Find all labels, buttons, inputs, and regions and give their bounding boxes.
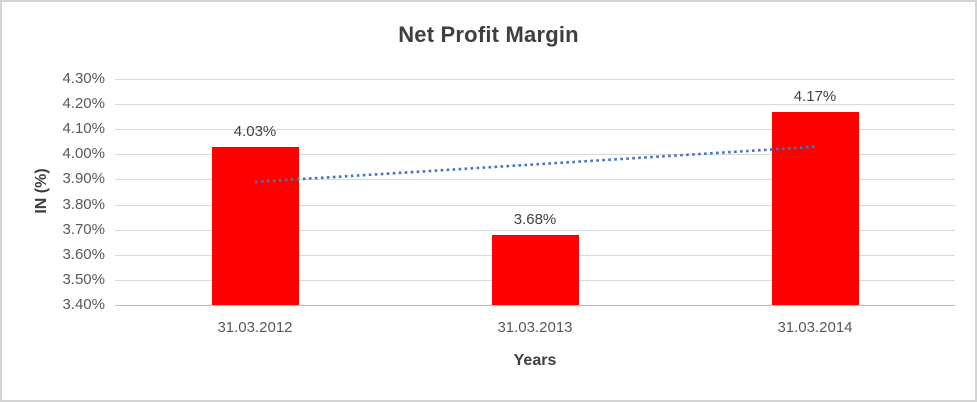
chart-bar xyxy=(212,147,299,305)
y-tick-label: 4.00% xyxy=(62,145,105,162)
x-category-label: 31.03.2013 xyxy=(497,319,573,336)
y-tick-label: 4.10% xyxy=(62,120,105,137)
data-label: 3.68% xyxy=(513,211,557,228)
y-tick-label: 3.40% xyxy=(62,296,105,313)
y-tick-label: 3.70% xyxy=(62,221,105,238)
y-axis-title: IN (%) xyxy=(33,168,50,214)
chart-title: Net Profit Margin xyxy=(398,22,579,47)
y-tick-label: 4.30% xyxy=(62,70,105,87)
trendline-path xyxy=(254,145,816,184)
y-tick-label: 3.80% xyxy=(62,196,105,213)
y-tick-label: 3.50% xyxy=(62,271,105,288)
x-axis-title: Years xyxy=(513,352,557,369)
x-category-label: 31.03.2012 xyxy=(217,319,293,336)
gridline xyxy=(115,230,955,231)
gridline xyxy=(115,79,955,80)
chart-bar xyxy=(772,112,859,305)
y-tick-label: 4.20% xyxy=(62,95,105,112)
gridline xyxy=(115,129,955,130)
chart-bar xyxy=(492,235,579,305)
gridline xyxy=(115,104,955,105)
y-tick-label: 3.90% xyxy=(62,170,105,187)
data-label: 4.03% xyxy=(233,123,277,140)
y-tick-label: 3.60% xyxy=(62,246,105,263)
x-category-label: 31.03.2014 xyxy=(777,319,853,336)
gridline xyxy=(115,205,955,206)
x-axis-line xyxy=(115,305,955,306)
data-label: 4.17% xyxy=(793,88,837,105)
